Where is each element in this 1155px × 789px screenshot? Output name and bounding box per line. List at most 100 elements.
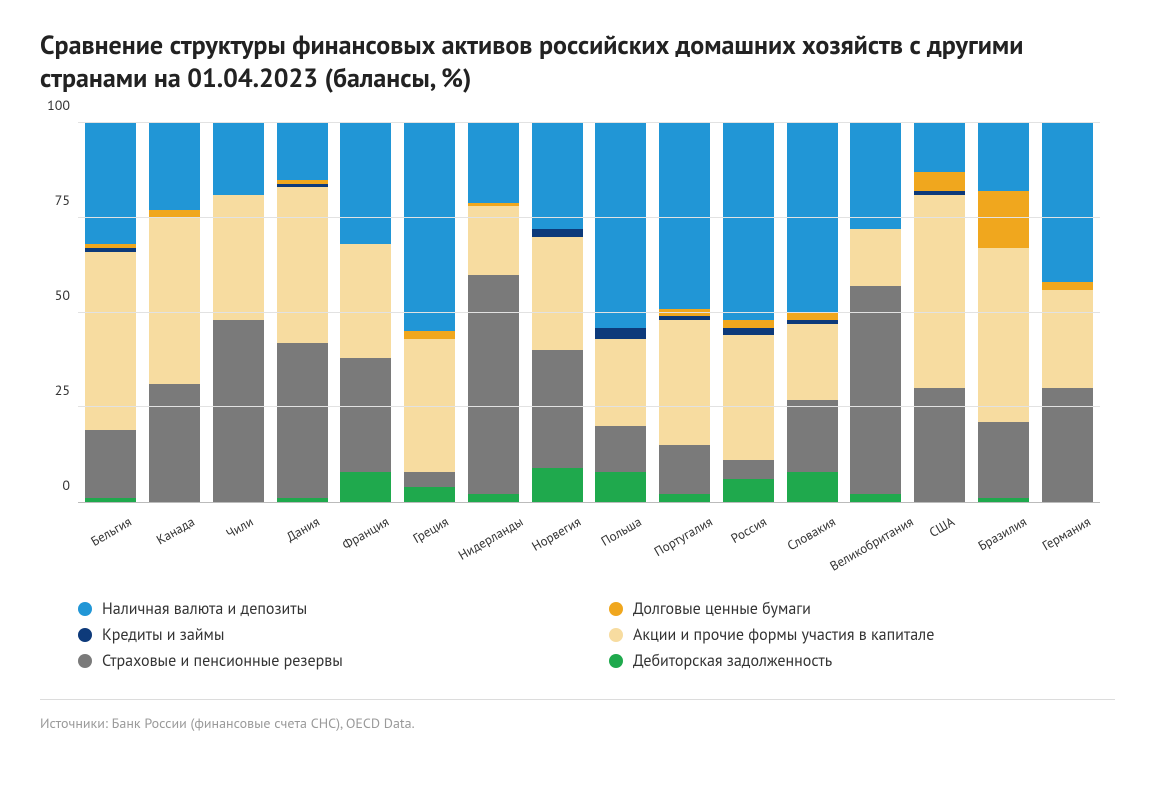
bar-segment [978,248,1029,422]
bar [787,123,838,502]
legend-swatch [78,602,92,616]
bar-segment [340,472,391,502]
bar-segment [404,487,455,502]
bar-column [528,123,586,502]
bar [404,123,455,502]
bar-segment [659,445,710,494]
bar [978,123,1029,502]
bar-segment [85,498,136,502]
bar-column [210,123,268,502]
x-tick: Бельгия [82,503,140,581]
x-tick-label: Бельгия [88,513,135,550]
bar-column [847,123,905,502]
bar-segment [723,320,774,328]
x-tick: Чили [210,503,268,581]
bar-segment [978,422,1029,498]
legend-label: Кредиты и займы [102,625,224,645]
gridline [78,217,1100,218]
x-tick: Германия [1038,503,1096,581]
bar [213,123,264,502]
x-tick: Греция [401,503,459,581]
bar-segment [595,472,646,502]
bars-container [78,123,1100,502]
bar-segment [404,123,455,331]
x-tick: Дания [273,503,331,581]
bar-segment [149,123,200,210]
stacked-bar-chart: 0255075100 БельгияКанадаЧилиДанияФранция… [40,123,1100,671]
x-tick: Россия [720,503,778,581]
bar-segment [532,237,583,351]
x-tick: Канада [146,503,204,581]
bar-segment [149,218,200,385]
bar [532,123,583,502]
legend-item: Акции и прочие формы участия в капитале [609,625,1100,645]
bar-column [783,123,841,502]
x-axis: БельгияКанадаЧилиДанияФранцияГрецияНидер… [78,503,1100,581]
bar-segment [277,187,328,342]
bar-segment [978,123,1029,191]
x-tick-label: Португалия [651,513,715,560]
bar-column [337,123,395,502]
bar-segment [914,172,965,191]
bar-column [273,123,331,502]
bar [85,123,136,502]
legend-swatch [78,628,92,642]
x-tick: Бразилия [975,503,1033,581]
bar-segment [595,426,646,471]
x-tick: Нидерланды [465,503,523,581]
bar-segment [404,331,455,339]
legend-item: Дебиторская задолженность [609,651,1100,671]
y-tick-label: 25 [55,381,70,399]
bar [850,123,901,502]
bar [149,123,200,502]
bar-segment [787,313,838,321]
bar-segment [1042,123,1093,282]
bar [659,123,710,502]
bar-segment [85,252,136,430]
legend-swatch [609,628,623,642]
legend-label: Наличная валюта и депозиты [102,599,307,619]
legend-item: Кредиты и займы [78,625,569,645]
bar-segment [659,494,710,502]
y-tick-label: 50 [55,286,70,304]
bar-column [401,123,459,502]
bar-column [975,123,1033,502]
bar-segment [595,339,646,426]
divider [40,699,1115,700]
legend-item: Страховые и пенсионные резервы [78,651,569,671]
bar-segment [468,123,519,203]
bar-segment [787,123,838,313]
bar-segment [659,320,710,445]
bar-segment [149,384,200,501]
bar-segment [1042,282,1093,290]
legend-label: Долговые ценные бумаги [633,599,811,619]
bar-segment [85,430,136,498]
bar-segment [340,358,391,472]
x-tick-label: Бразилия [975,513,1030,554]
bar-segment [1042,290,1093,389]
bar-column [911,123,969,502]
bar-segment [532,123,583,229]
bar-column [720,123,778,502]
legend-swatch [78,654,92,668]
bar-column [656,123,714,502]
bar-segment [277,343,328,498]
bar-segment [277,123,328,180]
bar [914,123,965,502]
x-tick: США [911,503,969,581]
bar-column [146,123,204,502]
gridline [78,406,1100,407]
x-tick-label: Германия [1039,513,1093,554]
source-text: Источники: Банк России (финансовые счета… [40,714,1115,732]
bar-segment [787,324,838,400]
bar [1042,123,1093,502]
legend-label: Страховые и пенсионные резервы [102,651,343,671]
legend: Наличная валюта и депозиты Долговые ценны… [78,599,1100,671]
bar-segment [213,123,264,195]
bar-segment [340,123,391,244]
x-tick: Великобритания [847,503,905,581]
bar-segment [213,195,264,320]
x-tick: Норвегия [528,503,586,581]
legend-label: Дебиторская задолженность [633,651,832,671]
bar-segment [850,229,901,286]
